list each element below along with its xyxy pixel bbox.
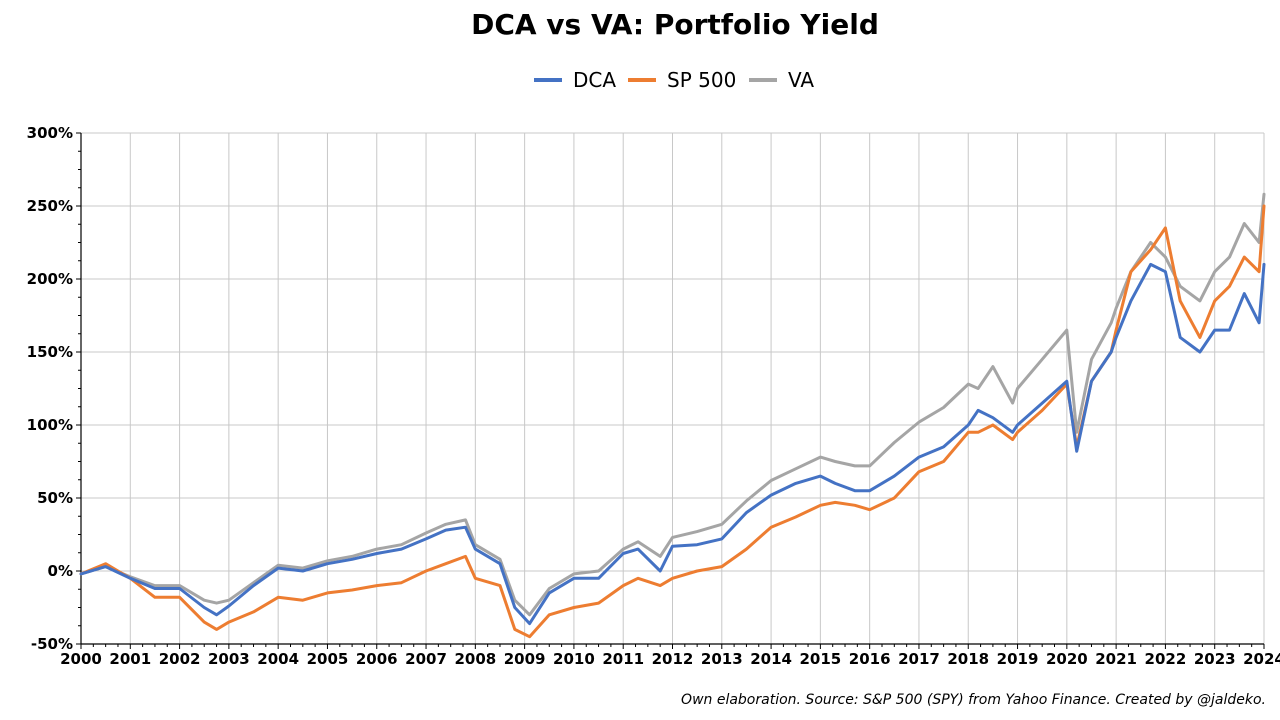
y-tick-label: 300% (27, 124, 73, 142)
y-tick-label: 250% (27, 197, 73, 215)
series-line-dca (79, 262, 1266, 626)
x-tick-label: 2004 (257, 650, 299, 668)
x-tick-label: 2010 (553, 650, 595, 668)
source-credit: Own elaboration. Source: S&P 500 (SPY) f… (681, 692, 1266, 708)
axes-layer: 2000 2001 2002 2003 2004 2005 2006 2007 2008 2009… (27, 124, 1280, 668)
x-tick-label: 2005 (307, 650, 349, 668)
y-tick-label: 100% (27, 416, 73, 434)
chart-title: DCA vs VA: Portfolio Yield (471, 8, 879, 41)
y-tick-label: 200% (27, 270, 73, 288)
x-tick-label: 2003 (208, 650, 250, 668)
x-tick-label: 2008 (454, 650, 496, 668)
x-tick-label: 2015 (800, 650, 842, 668)
x-tick-label: 2011 (602, 650, 644, 668)
x-tick-label: 2021 (1095, 650, 1137, 668)
legend-item-sp-500: SP 500 (628, 68, 736, 92)
legend-label: DCA (573, 68, 616, 92)
x-tick-label: 2006 (356, 650, 398, 668)
x-tick-label: 2013 (701, 650, 743, 668)
x-tick-label: 2001 (109, 650, 151, 668)
grid-layer (81, 132, 1265, 645)
legend-label: SP 500 (667, 68, 736, 92)
series-layer (79, 192, 1266, 639)
y-tick-label: 50% (37, 489, 73, 507)
y-tick-label: 0% (48, 562, 73, 580)
x-tick-label: 2017 (898, 650, 940, 668)
legend-item-va: VA (749, 68, 814, 92)
series-line-va (79, 192, 1266, 617)
legend-item-dca: DCA (534, 68, 616, 92)
x-tick-label: 2007 (405, 650, 447, 668)
x-tick-label: 2020 (1046, 650, 1088, 668)
x-tick-label: 2002 (159, 650, 201, 668)
x-tick-label: 2022 (1145, 650, 1187, 668)
legend-label: VA (788, 68, 814, 92)
series-line-sp-500 (79, 204, 1266, 639)
y-tick-label: 150% (27, 343, 73, 361)
x-tick-label: 2019 (997, 650, 1039, 668)
x-tick-label: 2016 (849, 650, 891, 668)
x-tick-label: 2009 (504, 650, 546, 668)
x-tick-label: 2000 (60, 650, 102, 668)
y-tick-label: -50% (31, 635, 73, 653)
x-tick-label: 2012 (652, 650, 694, 668)
x-tick-label: 2024 (1243, 650, 1280, 668)
x-tick-label: 2023 (1194, 650, 1236, 668)
x-tick-label: 2014 (750, 650, 792, 668)
legend: DCA SP 500 VA (534, 68, 814, 92)
x-tick-label: 2018 (947, 650, 989, 668)
